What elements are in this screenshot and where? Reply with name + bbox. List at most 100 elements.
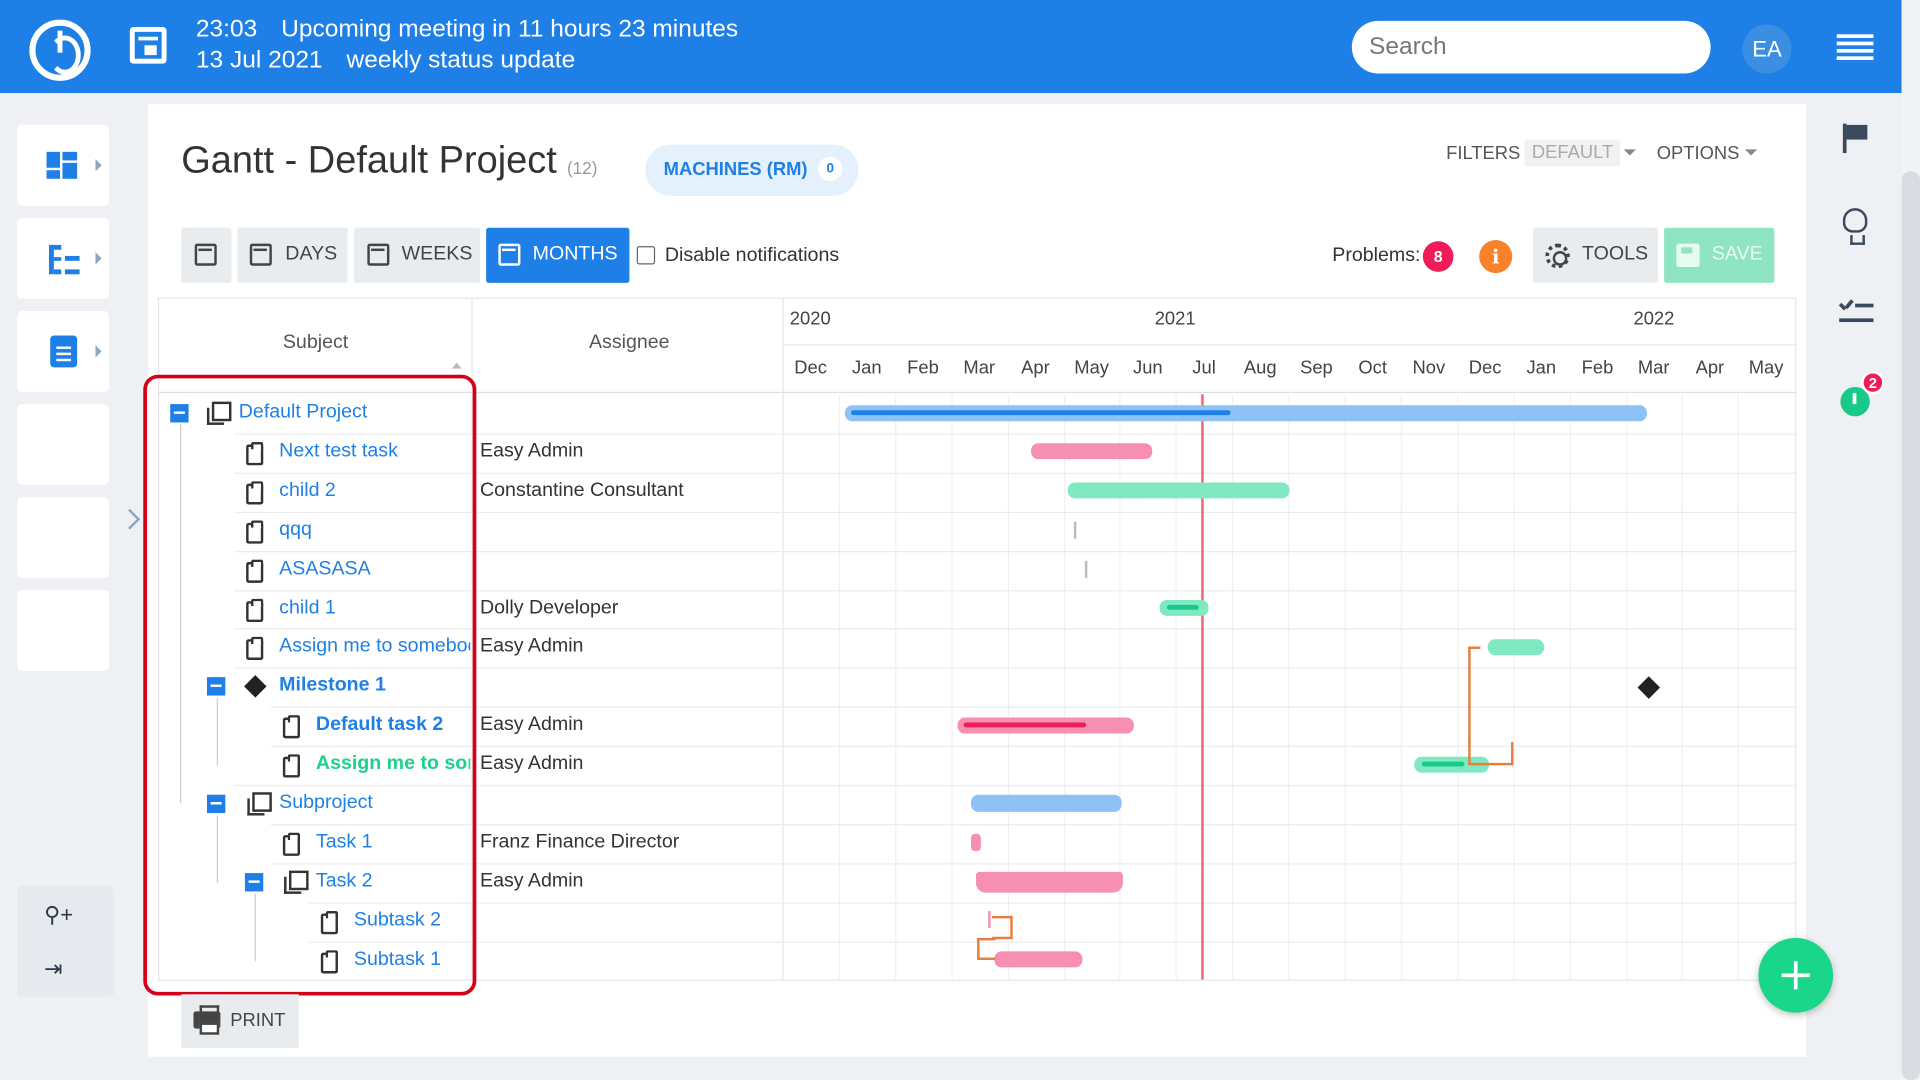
avatar[interactable]: EA (1742, 24, 1792, 74)
weeks-button[interactable]: WEEKS (353, 227, 481, 283)
gantt-bar-subtask-1[interactable] (994, 951, 1083, 968)
year-label: 2020 (789, 308, 831, 330)
collapse-toggle-icon[interactable] (170, 404, 189, 423)
project-icon (247, 792, 272, 816)
row-assignee[interactable]: Franz Finance Director (480, 831, 680, 853)
gantt-bar-child-2[interactable] (1067, 482, 1290, 499)
problems-badge[interactable]: 8 (1422, 241, 1454, 272)
timer-icon[interactable] (1840, 386, 1870, 417)
month-label: Dec (1468, 357, 1502, 379)
calendar-icon[interactable] (129, 26, 167, 64)
menu-icon[interactable] (1836, 34, 1874, 61)
row-divider (308, 941, 1797, 943)
collapse-toggle-icon[interactable] (206, 677, 226, 696)
print-button[interactable]: PRINT (181, 994, 299, 1049)
checklist-icon[interactable] (1839, 299, 1874, 324)
machines-chip[interactable]: MACHINES (RM) 0 (645, 144, 859, 196)
gantt-bar-default-project[interactable] (844, 405, 1647, 422)
row-subject[interactable]: Milestone 1 (279, 675, 386, 696)
add-person-icon[interactable]: ⚲+ (44, 902, 74, 927)
disable-notifications-label[interactable]: Disable notifications (664, 244, 840, 266)
filters-value[interactable]: DEFAULT (1524, 139, 1621, 167)
row-subject[interactable]: Assign me to somebody (279, 635, 471, 657)
months-label: MONTHS (532, 243, 618, 265)
month-gridline (1063, 394, 1065, 980)
save-icon (1676, 243, 1700, 267)
gantt-bar-task-2[interactable] (975, 871, 1123, 893)
collapse-toggle-icon[interactable] (244, 872, 264, 892)
sidebar-item-tasks[interactable] (17, 311, 109, 392)
row-subject[interactable]: Subtask 1 (353, 948, 442, 970)
sidebar-item-tree[interactable] (17, 217, 109, 299)
row-assignee[interactable]: Easy Admin (480, 870, 584, 892)
options-menu[interactable]: OPTIONS (1656, 143, 1740, 165)
row-subject[interactable]: Assign me to somebody (315, 753, 470, 774)
gantt-bar-progress (1166, 604, 1199, 610)
chevron-down-icon[interactable] (1623, 149, 1636, 156)
relation-line (1468, 646, 1481, 745)
add-button[interactable] (1758, 937, 1834, 1013)
filters-label[interactable]: FILTERS (1446, 143, 1521, 165)
row-assignee[interactable]: Easy Admin (480, 714, 584, 735)
tree-connector (216, 697, 218, 766)
row-subject[interactable]: Task 1 (315, 831, 373, 853)
lightbulb-icon[interactable] (1842, 208, 1868, 245)
row-assignee[interactable]: Dolly Developer (480, 596, 619, 618)
gantt-marker-subtask-2[interactable] (988, 911, 991, 929)
flag-icon[interactable] (1842, 123, 1870, 154)
scrollbar-thumb[interactable] (1901, 171, 1920, 1080)
gantt-bar-task-1[interactable] (971, 833, 981, 852)
row-subject[interactable]: Subproject (279, 792, 373, 814)
logo-icon[interactable] (29, 19, 91, 81)
chevron-down-icon[interactable] (1744, 149, 1758, 156)
sign-in-icon[interactable]: ⇥ (44, 956, 63, 981)
sidebar-item-empty-3[interactable] (17, 590, 109, 672)
task-icon (320, 949, 338, 973)
gantt-bar-subproject[interactable] (971, 794, 1122, 812)
relation-line (1468, 742, 1514, 766)
row-assignee[interactable]: Easy Admin (480, 440, 584, 462)
sidebar-item-dashboard[interactable] (17, 124, 109, 206)
row-assignee[interactable]: Easy Admin (480, 635, 584, 657)
dashboard-icon (46, 151, 79, 179)
row-subject[interactable]: Subtask 2 (353, 909, 442, 931)
tree-connector (180, 423, 182, 804)
row-subject[interactable]: Default task 2 (315, 714, 444, 735)
row-subject[interactable]: child 1 (279, 596, 336, 618)
meeting-line[interactable]: 23:03 Upcoming meeting in 11 hours 23 mi… (196, 16, 755, 44)
row-subject[interactable]: qqq (279, 518, 312, 540)
row-subject[interactable]: Default Project (238, 401, 368, 423)
row-divider (233, 589, 1797, 591)
row-subject[interactable]: child 2 (279, 479, 336, 501)
assignee-header[interactable]: Assignee (588, 331, 670, 353)
gantt-marker-asasasa[interactable] (1084, 560, 1088, 578)
days-button[interactable]: DAYS (237, 227, 348, 283)
weeks-label: WEEKS (401, 243, 473, 265)
gantt-bar-assign-me-1[interactable] (1487, 639, 1545, 656)
sort-icon[interactable] (451, 362, 462, 369)
row-assignee[interactable]: Constantine Consultant (480, 479, 684, 501)
search-input[interactable] (1351, 20, 1711, 74)
row-subject[interactable]: ASASASA (279, 557, 371, 579)
row-subject[interactable]: Next test task (279, 440, 398, 462)
month-gridline (1400, 394, 1402, 980)
save-button[interactable]: SAVE (1664, 227, 1775, 283)
year-label: 2022 (1633, 308, 1675, 330)
problems-label[interactable]: Problems: (1332, 244, 1421, 266)
months-button[interactable]: MONTHS (486, 227, 630, 283)
meeting-line-2[interactable]: 13 Jul 2021 weekly status update (196, 47, 592, 75)
info-icon[interactable]: i (1479, 240, 1513, 274)
sidebar-item-empty-1[interactable] (17, 404, 109, 485)
gantt-marker-qqq[interactable] (1073, 521, 1077, 539)
gantt-bar-next-test-task[interactable] (1031, 443, 1153, 460)
tree-connector (216, 815, 218, 883)
today-button[interactable] (181, 227, 232, 283)
subject-header[interactable]: Subject (282, 331, 349, 353)
days-label: DAYS (285, 243, 338, 265)
row-subject[interactable]: Task 2 (315, 870, 373, 892)
row-assignee[interactable]: Easy Admin (480, 753, 584, 774)
sidebar-item-empty-2[interactable] (17, 497, 109, 578)
collapse-toggle-icon[interactable] (206, 794, 226, 814)
machines-chip-label: MACHINES (RM) (663, 159, 808, 181)
disable-notifications-checkbox[interactable] (636, 246, 656, 265)
